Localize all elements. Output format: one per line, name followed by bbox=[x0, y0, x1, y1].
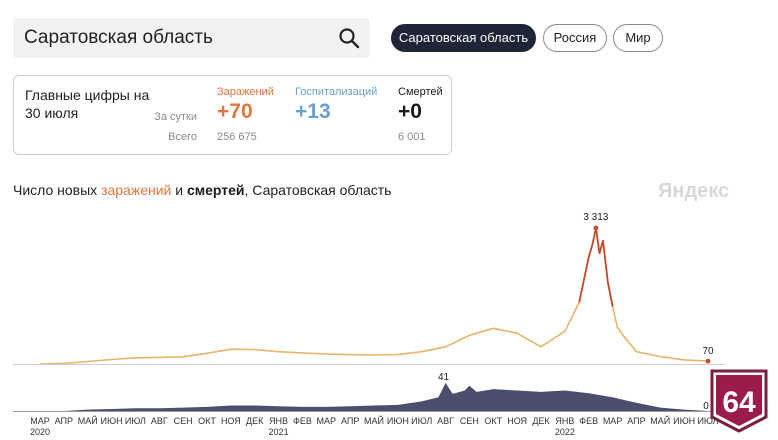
infections-total: 256 675 bbox=[217, 131, 257, 143]
x-year-label: 2021 bbox=[269, 427, 289, 437]
x-tick-label: МАЙ bbox=[364, 415, 384, 426]
infections-last-label: 70 bbox=[702, 346, 714, 357]
deaths-total: 6 001 bbox=[398, 131, 426, 143]
x-tick-label: МАЙ bbox=[78, 415, 98, 426]
row-label-total: Всего bbox=[168, 131, 197, 143]
infections-series bbox=[39, 227, 709, 365]
infections-last-marker bbox=[705, 358, 711, 364]
x-tick-label: АПР bbox=[341, 416, 359, 426]
x-tick-label: ОКТ bbox=[198, 416, 216, 426]
x-tick-label: МАЙ bbox=[650, 415, 670, 426]
x-tick-label: ФЕВ bbox=[579, 416, 598, 426]
x-tick-label: ИЮЛ bbox=[411, 416, 432, 426]
deaths-peak-label: 41 bbox=[438, 372, 450, 383]
infections-peak-label: 3 313 bbox=[583, 212, 608, 223]
x-tick-label: ЯНВ bbox=[269, 416, 288, 426]
chart-title: Число новых заражений и смертей, Саратов… bbox=[13, 182, 391, 198]
summary-title: Главные цифры на 30 июля bbox=[25, 87, 150, 121]
x-tick-label: ДЕК bbox=[532, 416, 550, 426]
x-tick-label: АПР bbox=[55, 416, 73, 426]
x-tick-label: АВГ bbox=[437, 416, 454, 426]
x-tick-label: НОЯ bbox=[507, 416, 527, 426]
row-label-daily: За сутки bbox=[154, 111, 197, 123]
x-tick-label: МАР bbox=[603, 416, 623, 426]
search-icon[interactable] bbox=[338, 27, 360, 49]
x-tick-label: АПР bbox=[627, 416, 645, 426]
yandex-watermark: Яндекс bbox=[658, 180, 730, 202]
x-tick-label: ИЮН bbox=[387, 416, 409, 426]
search-input[interactable]: Саратовская область bbox=[24, 27, 213, 48]
infections-line bbox=[39, 227, 709, 365]
region-64-badge-icon: 64 bbox=[710, 369, 768, 433]
chart-title-middle: и bbox=[171, 182, 187, 198]
chart-title-infections: заражений bbox=[101, 182, 172, 198]
hospitalizations-label: Госпитализаций bbox=[295, 86, 378, 98]
x-tick-label: СЕН bbox=[460, 416, 479, 426]
chart-title-prefix: Число новых bbox=[13, 182, 102, 198]
region-button-saratov[interactable]: Саратовская область bbox=[391, 24, 536, 52]
infections-daily: +70 bbox=[217, 100, 253, 123]
deaths-label: Смертей bbox=[398, 86, 443, 98]
region-button-russia[interactable]: Россия bbox=[543, 24, 607, 52]
x-tick-label: ИЮН bbox=[101, 416, 123, 426]
x-tick-label: АВГ bbox=[151, 416, 168, 426]
search-box[interactable]: Саратовская область bbox=[13, 18, 370, 58]
x-tick-label: МАР bbox=[317, 416, 337, 426]
x-year-label: 2022 bbox=[555, 427, 575, 437]
x-tick-label: ИЮН bbox=[673, 416, 695, 426]
deaths-last-label: 0 bbox=[703, 401, 709, 412]
region-button-world[interactable]: Мир bbox=[613, 24, 663, 52]
x-tick-label: ОКТ bbox=[484, 416, 502, 426]
x-year-label: 2020 bbox=[30, 427, 50, 437]
infections-peak-marker bbox=[593, 225, 599, 231]
chart-title-deaths: смертей bbox=[186, 182, 245, 198]
x-tick-label: ДЕК bbox=[246, 416, 264, 426]
data-labels: 3 313 70 41 0 bbox=[438, 212, 714, 412]
summary-card: Главные цифры на 30 июля За сутки Всего … bbox=[13, 75, 452, 155]
infections-label: Заражений bbox=[217, 86, 274, 98]
deaths-daily: +0 bbox=[398, 100, 422, 123]
chart-title-suffix: , Саратовская область bbox=[244, 182, 392, 198]
hospitalizations-daily: +13 bbox=[295, 100, 331, 123]
deaths-series bbox=[13, 383, 725, 412]
x-tick-label: НОЯ bbox=[221, 416, 241, 426]
badge-text: 64 bbox=[722, 386, 756, 419]
x-tick-label: ЯНВ bbox=[555, 416, 574, 426]
x-axis: МАР АПР МАЙ ИЮН ИЮЛ АВГ СЕН ОКТ НОЯ ДЕК ЯНВ ФЕВ МАР А… bbox=[13, 364, 725, 437]
x-tick-label: МАР bbox=[30, 416, 50, 426]
deaths-area bbox=[40, 383, 708, 411]
x-tick-label: СЕН bbox=[174, 416, 193, 426]
x-tick-label: ИЮЛ bbox=[125, 416, 146, 426]
infections-peak-line bbox=[578, 227, 614, 307]
x-tick-label: ФЕВ bbox=[293, 416, 312, 426]
x-tick-label: ИЮЛ bbox=[697, 416, 718, 426]
